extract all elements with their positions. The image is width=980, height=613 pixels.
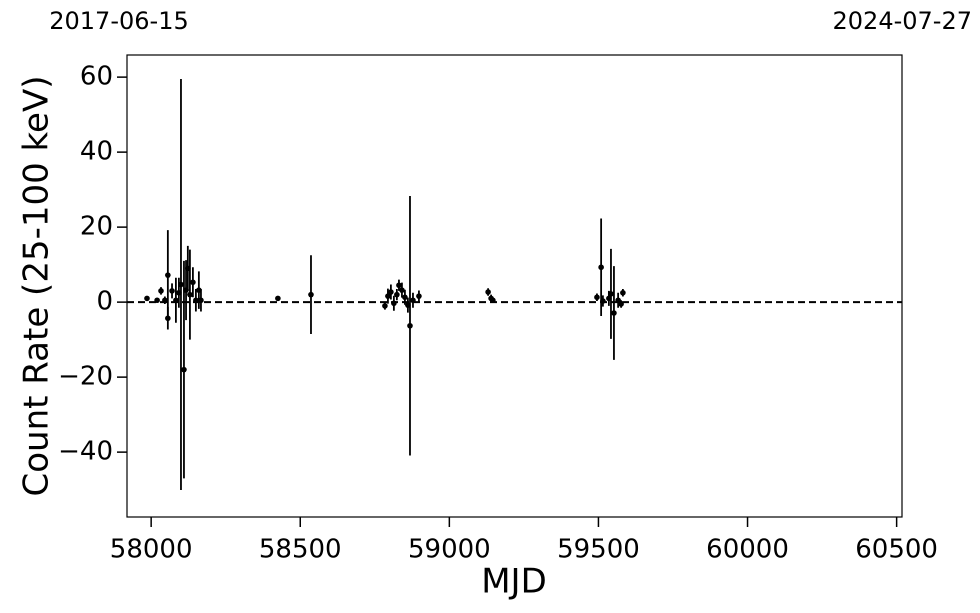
data-point [158, 288, 164, 294]
data-point [399, 287, 405, 293]
data-point [600, 298, 606, 304]
y-tick-label: −20 [58, 362, 113, 392]
data-point [490, 297, 496, 304]
data-point [416, 293, 422, 299]
data-point [620, 289, 626, 296]
data-point [407, 322, 413, 329]
data-point [402, 294, 408, 301]
data-point [615, 297, 621, 304]
data-point [396, 282, 402, 289]
data-point [178, 281, 184, 288]
x-tick-label: 59500 [557, 535, 640, 565]
data-point [173, 297, 179, 304]
data-point [618, 301, 624, 307]
data-point [608, 291, 614, 297]
top-date-label: 2017-06-15 [49, 7, 188, 35]
plot-frame [126, 54, 903, 518]
data-point [410, 297, 416, 304]
x-tick-label: 58000 [110, 535, 193, 565]
data-point [198, 297, 204, 304]
data-point [165, 315, 171, 322]
data-point [485, 289, 491, 295]
data-point [382, 303, 388, 309]
data-point [391, 300, 397, 307]
data-point [181, 366, 187, 373]
y-tick-label: −40 [58, 437, 113, 467]
data-point [594, 294, 600, 301]
x-tick-label: 58500 [259, 535, 342, 565]
data-point [598, 264, 604, 271]
x-tick-label: 60000 [706, 535, 789, 565]
y-tick-label: 40 [80, 137, 113, 167]
y-tick-label: 0 [96, 287, 113, 317]
data-point [169, 288, 175, 294]
data-point [193, 297, 199, 304]
data-point [394, 291, 400, 298]
data-point [385, 293, 391, 299]
data-point [154, 297, 160, 304]
x-tick-label: 60500 [855, 535, 938, 565]
x-axis-label: MJD [481, 562, 547, 602]
data-point [187, 291, 193, 298]
data-point [308, 291, 314, 298]
data-point [162, 297, 168, 304]
data-point [275, 295, 281, 302]
y-tick-label: 20 [80, 212, 113, 242]
data-point [190, 279, 196, 286]
data-point [165, 272, 171, 278]
data-point [388, 289, 394, 295]
y-tick-label: 60 [80, 62, 113, 92]
top-date-label: 2024-07-27 [833, 7, 972, 35]
y-axis-label: Count Rate (25-100 keV) [17, 76, 57, 497]
x-tick-label: 59000 [408, 535, 491, 565]
data-point [611, 310, 617, 316]
data-point [144, 295, 150, 302]
